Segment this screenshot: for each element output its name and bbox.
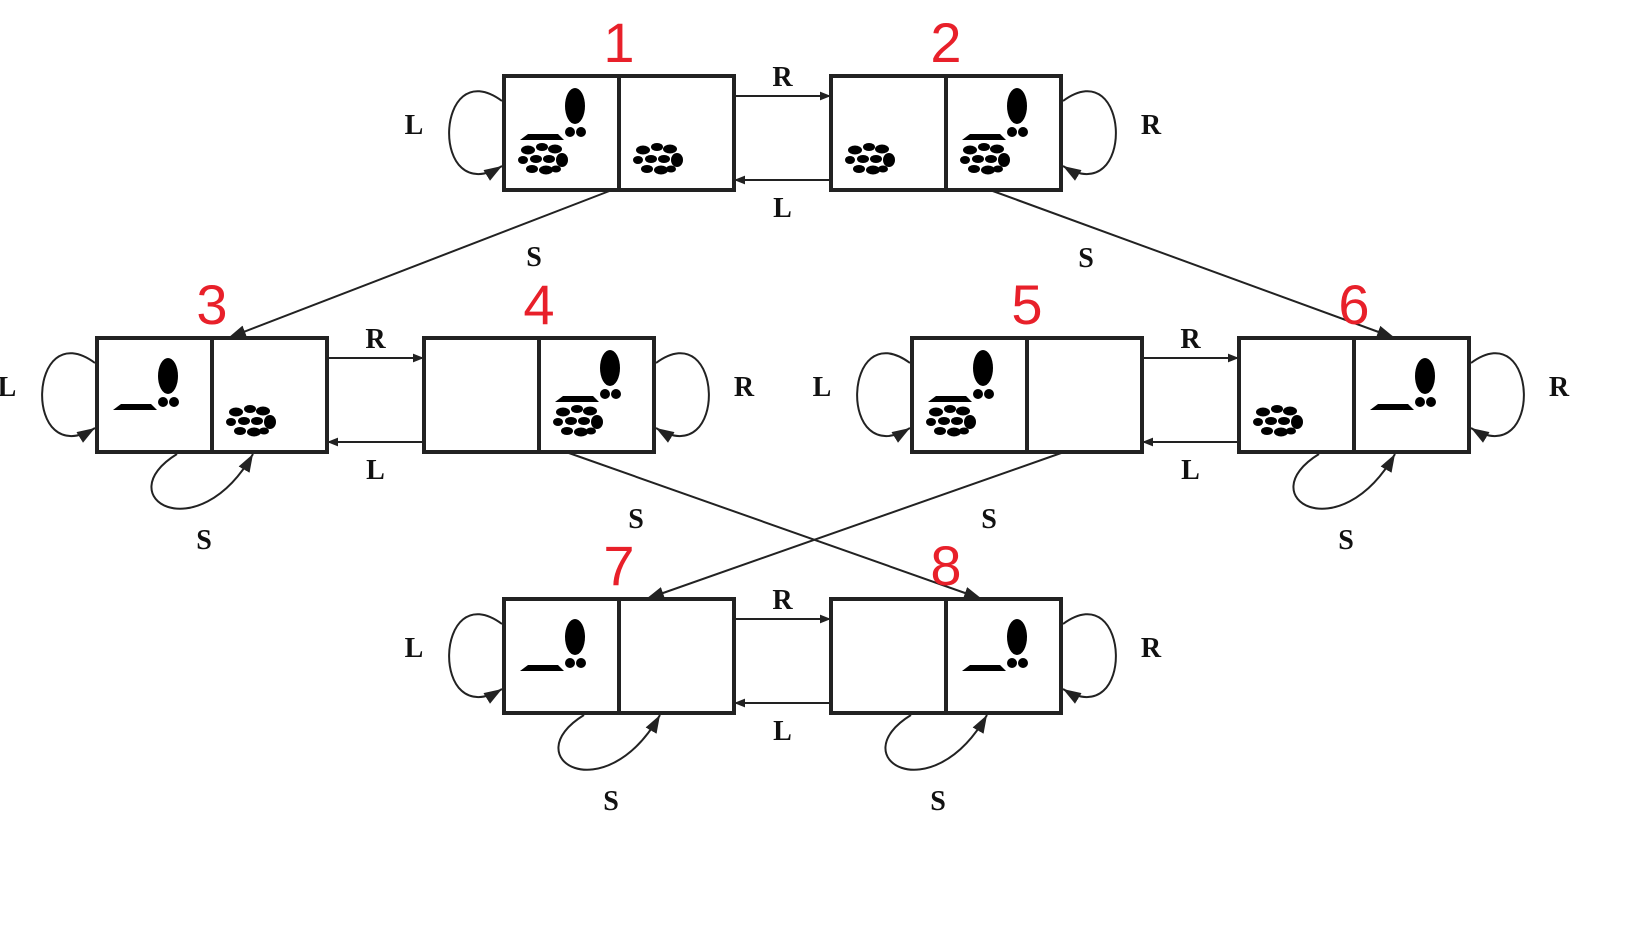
action-label: R <box>772 62 793 93</box>
transition-arrow <box>150 453 254 510</box>
state-1: 1 <box>502 11 736 192</box>
action-label: S <box>526 242 542 273</box>
self-loop-6-6-s <box>1292 453 1396 510</box>
right-square <box>210 336 329 454</box>
self-loop-8-8-s <box>884 714 988 771</box>
transition-arrow <box>645 451 1065 600</box>
right-square <box>1025 336 1144 454</box>
transition-5-7-s <box>645 451 1065 600</box>
action-label: L <box>405 633 424 664</box>
transition-arrow <box>1062 613 1117 704</box>
transition-arrow <box>1470 352 1525 443</box>
self-loop-3-3-l <box>41 352 96 443</box>
left-square <box>502 597 621 715</box>
self-loop-3-3-s <box>150 453 254 510</box>
state-number: 5 <box>1011 273 1042 336</box>
transition-arrow <box>655 352 710 443</box>
self-loop-1-1-l <box>448 90 503 181</box>
state-number: 7 <box>603 534 634 597</box>
state-number: 6 <box>1338 273 1369 336</box>
self-loop-4-4-r <box>655 352 710 443</box>
state-6: 6 <box>1237 273 1471 454</box>
state-number: 1 <box>603 11 634 74</box>
transition-arrow <box>448 90 503 181</box>
action-label: S <box>981 504 997 535</box>
state-number: 3 <box>196 273 227 336</box>
self-loop-8-8-r <box>1062 613 1117 704</box>
left-square <box>1237 336 1356 454</box>
left-square <box>829 597 948 715</box>
transition-arrow <box>448 613 503 704</box>
self-loop-7-7-s <box>557 714 661 771</box>
transition-arrow <box>227 189 613 339</box>
action-label: R <box>772 585 793 616</box>
left-square <box>422 336 541 454</box>
action-label: S <box>930 786 946 817</box>
transition-arrow <box>989 189 1396 339</box>
right-square <box>944 597 1063 715</box>
self-loop-7-7-l <box>448 613 503 704</box>
transition-arrow <box>1062 90 1117 181</box>
action-label: L <box>813 372 832 403</box>
left-square <box>910 336 1029 454</box>
right-square <box>1352 336 1471 454</box>
action-label: L <box>366 455 385 486</box>
state-number: 2 <box>930 11 961 74</box>
action-label: R <box>1549 372 1570 403</box>
action-label: L <box>1181 455 1200 486</box>
state-7: 7 <box>502 534 736 715</box>
transition-arrow <box>41 352 96 443</box>
transition-2-6-s <box>989 189 1396 339</box>
state-3: 3 <box>95 273 329 454</box>
left-square <box>95 336 214 454</box>
state-number: 8 <box>930 534 961 597</box>
action-label: L <box>0 372 16 403</box>
action-label: S <box>1338 525 1354 556</box>
self-loop-2-2-r <box>1062 90 1117 181</box>
transition-4-8-s <box>565 451 983 600</box>
transition-arrow <box>557 714 661 771</box>
transition-1-3-s <box>227 189 613 339</box>
right-square <box>944 74 1063 192</box>
state-4: 4 <box>422 273 656 454</box>
state-8: 8 <box>829 534 1063 715</box>
action-label: L <box>773 716 792 747</box>
action-label: L <box>405 110 424 141</box>
transition-arrow <box>1292 453 1396 510</box>
action-label: S <box>196 525 212 556</box>
transition-arrow <box>884 714 988 771</box>
action-label: R <box>1141 110 1162 141</box>
left-square <box>829 74 948 192</box>
right-square <box>617 74 736 192</box>
action-label: R <box>365 324 386 355</box>
states-layer: 1 2 3 4 5 6 7 8 <box>95 11 1471 715</box>
right-square <box>617 597 736 715</box>
labels-layer: R L R L R L R L L L L L R R R R S S S S S S S S <box>0 62 1570 817</box>
action-label: L <box>773 193 792 224</box>
state-2: 2 <box>829 11 1063 192</box>
action-label: R <box>1180 324 1201 355</box>
transition-arrow <box>565 451 983 600</box>
action-label: S <box>603 786 619 817</box>
right-square <box>537 336 656 454</box>
transitions-layer <box>41 90 1525 771</box>
self-loop-5-5-l <box>856 352 911 443</box>
self-loop-6-6-r <box>1470 352 1525 443</box>
state-5: 5 <box>910 273 1144 454</box>
action-label: R <box>734 372 755 403</box>
action-label: R <box>1141 633 1162 664</box>
action-label: S <box>1078 243 1094 274</box>
left-square <box>502 74 621 192</box>
action-label: S <box>628 504 644 535</box>
transition-arrow <box>856 352 911 443</box>
state-number: 4 <box>523 273 554 336</box>
